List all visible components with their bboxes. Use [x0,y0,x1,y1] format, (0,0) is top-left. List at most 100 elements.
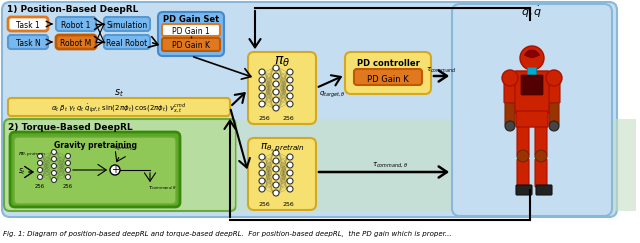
Circle shape [259,154,265,160]
Text: $q,\dot{q}$: $q,\dot{q}$ [522,4,543,20]
Text: 256: 256 [258,201,270,207]
Text: Real Robot: Real Robot [106,38,148,47]
Circle shape [273,105,279,111]
FancyBboxPatch shape [517,125,529,155]
Text: 256: 256 [35,183,45,189]
Circle shape [259,93,265,99]
Circle shape [287,93,293,99]
Circle shape [287,186,293,192]
Text: PD Gain K: PD Gain K [172,42,210,51]
FancyBboxPatch shape [248,52,316,124]
Text: +: + [111,165,119,175]
Circle shape [287,178,293,184]
Text: 2) Torque-Based DeepRL: 2) Torque-Based DeepRL [8,122,132,131]
FancyBboxPatch shape [8,17,48,31]
Circle shape [273,150,279,156]
Text: Robot M: Robot M [60,38,92,47]
Text: Task 1: Task 1 [16,20,40,29]
Circle shape [51,171,56,175]
Circle shape [549,121,559,131]
FancyBboxPatch shape [345,52,431,94]
FancyBboxPatch shape [504,79,516,103]
Text: Robot 1: Robot 1 [61,20,91,29]
FancyBboxPatch shape [535,159,547,187]
Circle shape [273,190,279,196]
Circle shape [38,167,42,173]
Circle shape [520,46,544,70]
Circle shape [273,166,279,172]
FancyBboxPatch shape [516,185,532,195]
FancyBboxPatch shape [515,71,549,113]
Wedge shape [525,50,540,58]
Text: $\pi_{\theta,pretrain}$: $\pi_{\theta,pretrain}$ [260,142,305,154]
FancyBboxPatch shape [104,35,150,49]
Text: $s_t$: $s_t$ [18,167,26,177]
FancyBboxPatch shape [56,17,96,31]
Text: $\alpha_t\;\beta_t\;\gamma_t\;q_t\;\dot{q}_{lpf,t}\;\sin(2\pi\phi_t)\;\cos(2\pi\: $\alpha_t\;\beta_t\;\gamma_t\;q_t\;\dot{… [51,101,187,114]
Circle shape [273,89,279,95]
FancyBboxPatch shape [56,35,96,49]
FancyBboxPatch shape [158,12,224,56]
Circle shape [65,167,70,173]
FancyBboxPatch shape [354,69,422,85]
Circle shape [259,170,265,176]
Text: PD Gain 1: PD Gain 1 [172,26,210,35]
FancyBboxPatch shape [2,2,617,217]
FancyBboxPatch shape [452,4,612,216]
Circle shape [273,73,279,79]
FancyBboxPatch shape [517,159,529,187]
Circle shape [65,154,70,158]
Circle shape [38,174,42,180]
Circle shape [273,174,279,180]
Circle shape [259,178,265,184]
Circle shape [259,101,265,107]
Circle shape [51,149,56,155]
FancyBboxPatch shape [527,68,536,75]
Circle shape [287,69,293,75]
Circle shape [259,85,265,91]
Circle shape [287,170,293,176]
FancyBboxPatch shape [521,75,543,95]
Text: $\tau_{command}$: $\tau_{command}$ [426,65,456,75]
Text: Task N: Task N [15,38,40,47]
Circle shape [287,85,293,91]
Text: 256: 256 [282,115,294,121]
Circle shape [273,182,279,188]
Circle shape [273,97,279,103]
FancyBboxPatch shape [8,98,230,116]
Circle shape [259,77,265,83]
Text: $\tau_{command,\theta}$: $\tau_{command,\theta}$ [148,184,177,191]
Text: Gravity pretraining: Gravity pretraining [54,140,136,149]
FancyBboxPatch shape [535,125,547,155]
Circle shape [51,177,56,182]
Text: 1) Position-Based DeepRL: 1) Position-Based DeepRL [7,6,138,15]
Circle shape [65,174,70,180]
Circle shape [287,154,293,160]
Circle shape [535,150,547,162]
Text: $s_t$: $s_t$ [114,87,124,99]
FancyBboxPatch shape [236,119,636,211]
Text: 256: 256 [258,115,270,121]
Text: $q_{target,\theta}$: $q_{target,\theta}$ [319,90,346,100]
Circle shape [38,154,42,158]
Circle shape [273,158,279,164]
FancyBboxPatch shape [548,79,560,103]
FancyBboxPatch shape [248,138,316,210]
Circle shape [110,165,120,175]
Text: Fig. 1: Diagram of position-based deepRL and torque-based deepRL.  For position-: Fig. 1: Diagram of position-based deepRL… [3,231,452,237]
Text: $\tau_{gravity}$: $\tau_{gravity}$ [113,144,134,154]
FancyBboxPatch shape [162,38,220,51]
Text: PD Gain K: PD Gain K [367,75,409,84]
Circle shape [517,150,529,162]
FancyBboxPatch shape [516,111,548,127]
FancyBboxPatch shape [505,103,515,125]
Circle shape [259,69,265,75]
Circle shape [287,162,293,168]
FancyBboxPatch shape [8,35,48,49]
Circle shape [65,160,70,165]
FancyBboxPatch shape [14,137,176,204]
Circle shape [546,70,562,86]
Circle shape [502,70,518,86]
Circle shape [273,65,279,71]
Circle shape [38,160,42,165]
